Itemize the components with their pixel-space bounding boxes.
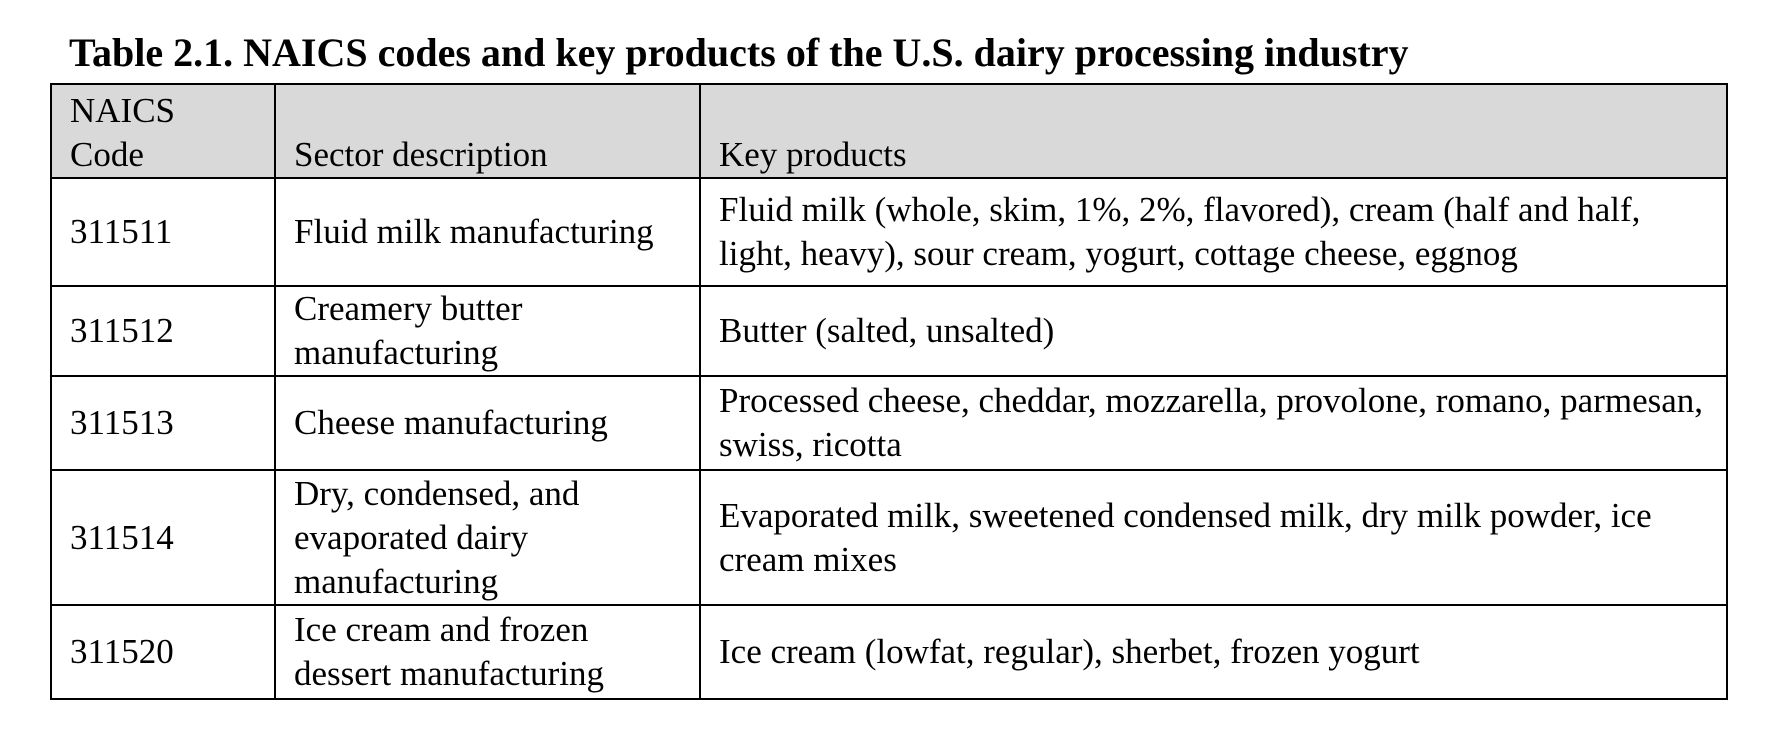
sector-description-cell: Ice cream and frozen dessert manufacturi… [274, 604, 701, 700]
header-row: NAICS Code Sector description Key produc… [50, 83, 1728, 179]
column-header-sector-description: Sector description [274, 83, 701, 179]
column-header-naics-code: NAICS Code [50, 83, 276, 179]
naics-code-cell: 311512 [50, 285, 276, 377]
naics-table: NAICS Code Sector description Key produc… [50, 83, 1728, 700]
sector-description-cell: Fluid milk manufacturing [274, 177, 701, 287]
key-products-cell: Processed cheese, cheddar, mozzarella, p… [699, 375, 1728, 471]
key-products-cell: Evaporated milk, sweetened condensed mil… [699, 469, 1728, 606]
sector-description-cell: Dry, condensed, and evaporated dairy man… [274, 469, 701, 606]
key-products-cell: Ice cream (lowfat, regular), sherbet, fr… [699, 604, 1728, 700]
naics-code-cell: 311513 [50, 375, 276, 471]
naics-code-cell: 311520 [50, 604, 276, 700]
table-row: 311511 Fluid milk manufacturing Fluid mi… [50, 177, 1728, 287]
table-row: 311520 Ice cream and frozen dessert manu… [50, 604, 1728, 700]
table-body: 311511 Fluid milk manufacturing Fluid mi… [50, 177, 1728, 700]
table-header: NAICS Code Sector description Key produc… [50, 83, 1728, 179]
key-products-cell: Fluid milk (whole, skim, 1%, 2%, flavore… [699, 177, 1728, 287]
sector-description-cell: Creamery butter manufacturing [274, 285, 701, 377]
table-caption: Table 2.1. NAICS codes and key products … [69, 30, 1409, 75]
naics-code-cell: 311514 [50, 469, 276, 606]
key-products-cell: Butter (salted, unsalted) [699, 285, 1728, 377]
naics-code-cell: 311511 [50, 177, 276, 287]
table-row: 311512 Creamery butter manufacturing But… [50, 285, 1728, 377]
table-row: 311514 Dry, condensed, and evaporated da… [50, 469, 1728, 606]
column-header-key-products: Key products [699, 83, 1728, 179]
sector-description-cell: Cheese manufacturing [274, 375, 701, 471]
table-row: 311513 Cheese manufacturing Processed ch… [50, 375, 1728, 471]
